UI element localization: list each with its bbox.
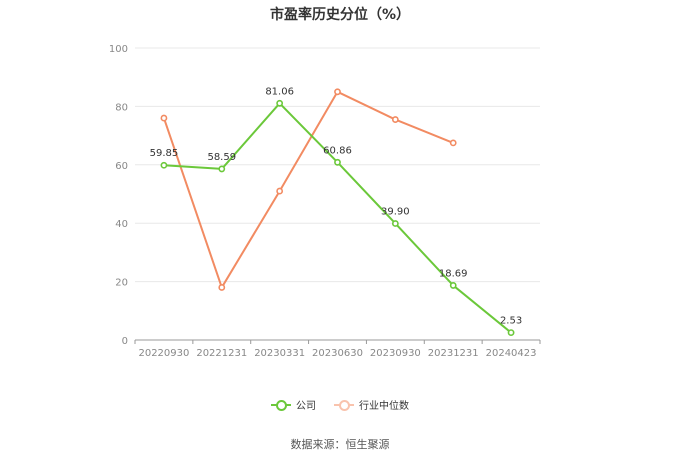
data-point-company <box>449 282 457 289</box>
legend-label-company: 公司 <box>296 401 316 412</box>
chart-title: 市盈率历史分位（%） <box>269 7 411 23</box>
axis-layer: 0 20 40 60 80 100 20220930 20221231 20230331 2023… <box>109 44 541 359</box>
y-tick-label: 0 <box>122 336 128 347</box>
y-tick-label: 40 <box>115 219 128 230</box>
data-point-company <box>218 165 226 173</box>
x-tick-label: 20240423 <box>486 348 537 359</box>
legend-line-marker-icon <box>334 399 354 411</box>
legend-item-industry-median[interactable]: 行业中位数 <box>334 397 409 412</box>
series-line-company <box>163 102 512 334</box>
data-point-company <box>507 329 515 337</box>
x-tick-label: 20230630 <box>312 348 363 359</box>
data-point-industry-median <box>334 88 341 96</box>
y-tick-label: 60 <box>115 161 128 172</box>
legend-label-industry-median: 行业中位数 <box>359 401 409 412</box>
data-point-industry-median <box>449 139 457 147</box>
x-tick-label: 20231231 <box>428 348 479 359</box>
data-point-company <box>391 220 399 227</box>
series-line-industry-median <box>162 90 454 289</box>
data-point-company <box>334 158 341 166</box>
series-layer <box>160 88 515 337</box>
x-tick-label: 20220930 <box>138 348 189 359</box>
legend-line-marker-icon <box>271 399 291 411</box>
data-point-industry-median <box>160 114 168 122</box>
data-point-industry-median <box>218 284 226 291</box>
data-label: 81.06 <box>265 86 294 97</box>
y-tick-label: 100 <box>109 44 128 55</box>
data-label-layer: 59.85 58.59 81.06 60.86 39.90 18.69 2.53 <box>150 86 523 326</box>
data-point-company <box>160 161 168 169</box>
data-label: 60.86 <box>323 145 352 156</box>
data-label: 59.85 <box>150 148 179 159</box>
data-point-company <box>276 99 284 107</box>
data-point-industry-median <box>276 187 284 195</box>
x-tick-label: 20221231 <box>196 348 247 359</box>
x-tick-label: 20230331 <box>254 348 305 359</box>
legend-item-company[interactable]: 公司 <box>271 397 316 412</box>
data-source-note: 数据来源：恒生聚源 <box>290 438 390 451</box>
y-tick-label: 20 <box>115 278 128 289</box>
data-label: 18.69 <box>439 268 468 279</box>
data-label: 2.53 <box>500 316 522 327</box>
y-tick-label: 80 <box>115 102 128 113</box>
data-label: 39.90 <box>381 206 410 217</box>
data-label: 58.59 <box>207 152 236 163</box>
data-point-industry-median <box>391 116 399 123</box>
legend: 公司 行业中位数 <box>0 397 680 412</box>
x-tick-label: 20230930 <box>370 348 421 359</box>
